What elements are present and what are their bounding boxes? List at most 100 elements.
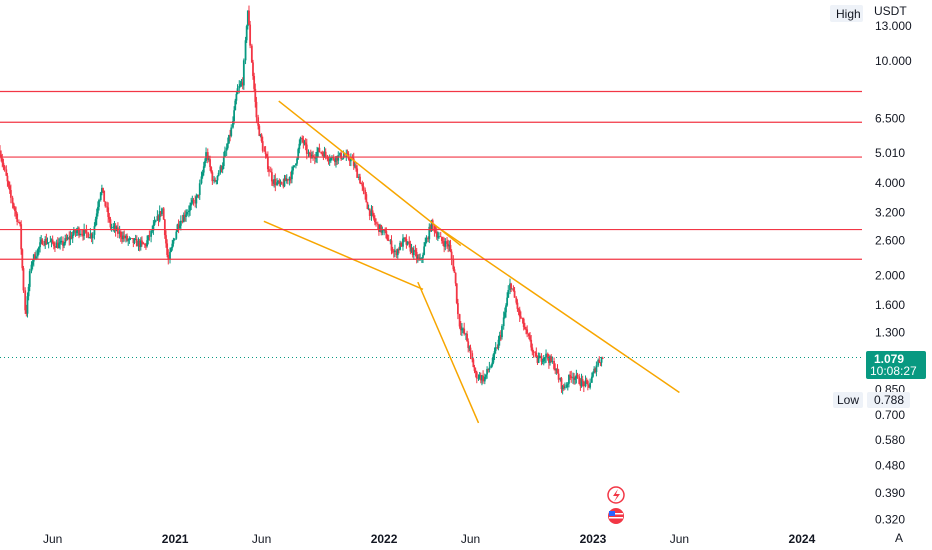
candle (159, 210, 162, 217)
candle-body (519, 316, 522, 319)
candle (599, 362, 602, 367)
candle-body (279, 182, 282, 184)
candle (197, 194, 200, 199)
candle (481, 374, 483, 386)
candle-body (512, 288, 515, 291)
candle (16, 212, 19, 226)
candle-body (453, 269, 456, 273)
candle-body (162, 208, 165, 220)
candle-body (340, 152, 343, 160)
candle (177, 219, 180, 234)
candle-body (187, 210, 190, 213)
candle (118, 225, 121, 239)
candle-body (177, 224, 180, 228)
candle (428, 223, 431, 244)
candle (32, 253, 35, 267)
candle (108, 213, 111, 223)
candlestick-series (0, 5, 604, 395)
candle-body (176, 224, 179, 232)
candle-body (475, 372, 478, 379)
candle-body (85, 229, 88, 233)
candle (541, 358, 544, 365)
candle (523, 322, 526, 330)
candle (254, 83, 257, 108)
candle-body (399, 242, 401, 250)
candle-body (220, 166, 223, 170)
candle (415, 247, 418, 264)
candle (517, 307, 520, 316)
candle-body (147, 235, 150, 241)
candle-body (530, 339, 533, 348)
candle (131, 238, 134, 239)
candle-body (302, 139, 305, 144)
candle-body (16, 213, 19, 222)
candle (340, 150, 343, 161)
candle-body (390, 240, 393, 251)
candle (172, 237, 175, 247)
candle (463, 322, 466, 336)
candle-body (254, 88, 257, 102)
candle-body (273, 179, 276, 184)
candle-body (450, 251, 453, 260)
candle (422, 252, 424, 264)
candle-body (493, 351, 496, 355)
candle-body (161, 208, 163, 215)
candle-body (87, 232, 90, 238)
candle (555, 368, 558, 375)
candle-body (292, 166, 294, 171)
candle (409, 240, 412, 255)
candle (46, 237, 49, 245)
candle-body (416, 257, 419, 259)
price-axis[interactable]: 13.000 10.000 6.500 5.010 4.000 3.200 2.600 2.0… (862, 0, 932, 550)
candle (490, 364, 492, 369)
candle-body (307, 152, 310, 154)
candle (170, 247, 173, 253)
candle-body (46, 242, 49, 244)
candle (600, 356, 603, 367)
candle (171, 239, 174, 251)
candle-body (112, 226, 115, 228)
candle (449, 239, 452, 253)
candle-body (315, 157, 317, 159)
candle-body (337, 155, 340, 161)
candle (313, 154, 316, 165)
candle (496, 344, 499, 350)
trendlines[interactable] (263, 100, 680, 424)
candle-body (99, 192, 102, 200)
candle-body (517, 308, 520, 310)
candle (467, 338, 470, 353)
candle-body (400, 242, 403, 247)
low-value: 0.788 (874, 393, 904, 407)
candle-body (545, 353, 547, 358)
candle-body (194, 200, 197, 204)
candle (195, 193, 198, 209)
candle (399, 240, 401, 251)
candle (35, 250, 37, 261)
candle (458, 313, 461, 329)
candle-body (192, 199, 195, 201)
candle (266, 151, 269, 173)
candle (217, 170, 220, 177)
candle (103, 190, 106, 202)
candle (466, 330, 468, 342)
candle-body (55, 242, 58, 248)
us-flag-icon[interactable] (608, 508, 624, 524)
candle-body (266, 157, 269, 170)
candle (491, 358, 494, 368)
candle-body (216, 175, 219, 181)
candle-body (100, 188, 103, 193)
candle-body (316, 152, 318, 158)
candle (527, 332, 530, 340)
auto-scale-button[interactable]: A (895, 531, 903, 545)
flash-icon[interactable] (607, 486, 625, 504)
candle (371, 205, 374, 217)
candle (284, 175, 287, 182)
time-axis[interactable]: Jun 2021 Jun 2022 Jun 2023 Jun 2024 (0, 528, 932, 550)
candle-body (305, 144, 308, 154)
candle (201, 169, 204, 179)
candle-body (209, 159, 211, 168)
candle-body (515, 297, 518, 303)
candle-body (599, 362, 602, 364)
candle-body (560, 378, 563, 390)
